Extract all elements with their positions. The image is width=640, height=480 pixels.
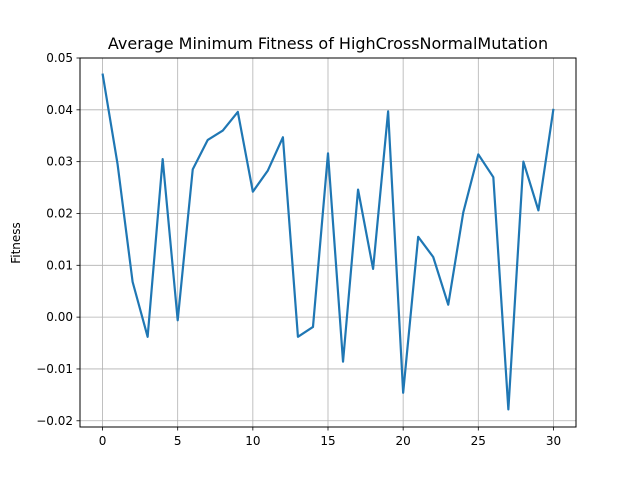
x-tick-label: 15 (320, 434, 335, 448)
x-tick-label: 25 (471, 434, 486, 448)
axis-ticks: 0 5 10 15 20 25 30 −0.02 −0.01 0.00 0.01 0.02 0.03 0.… (36, 51, 561, 448)
x-tick-label: 20 (396, 434, 411, 448)
x-tick-label: 5 (174, 434, 182, 448)
series-layer (101, 73, 555, 411)
y-tick-label: 0.00 (46, 310, 73, 324)
y-tick-label: −0.02 (36, 414, 73, 428)
x-tick-label: 10 (245, 434, 260, 448)
y-tick-label: 0.03 (46, 155, 73, 169)
chart-title: Average Minimum Fitness of HighCrossNorm… (108, 34, 548, 53)
x-tick-label: 0 (99, 434, 107, 448)
y-axis-label: Fitness (9, 222, 23, 264)
series-line (101, 73, 555, 411)
y-tick-label: 0.01 (46, 258, 73, 272)
y-tick-label: 0.04 (46, 103, 73, 117)
y-tick-label: −0.01 (36, 362, 73, 376)
y-tick-label: 0.02 (46, 206, 73, 220)
x-tick-label: 30 (546, 434, 561, 448)
y-tick-label: 0.05 (46, 51, 73, 65)
grid (80, 57, 576, 427)
